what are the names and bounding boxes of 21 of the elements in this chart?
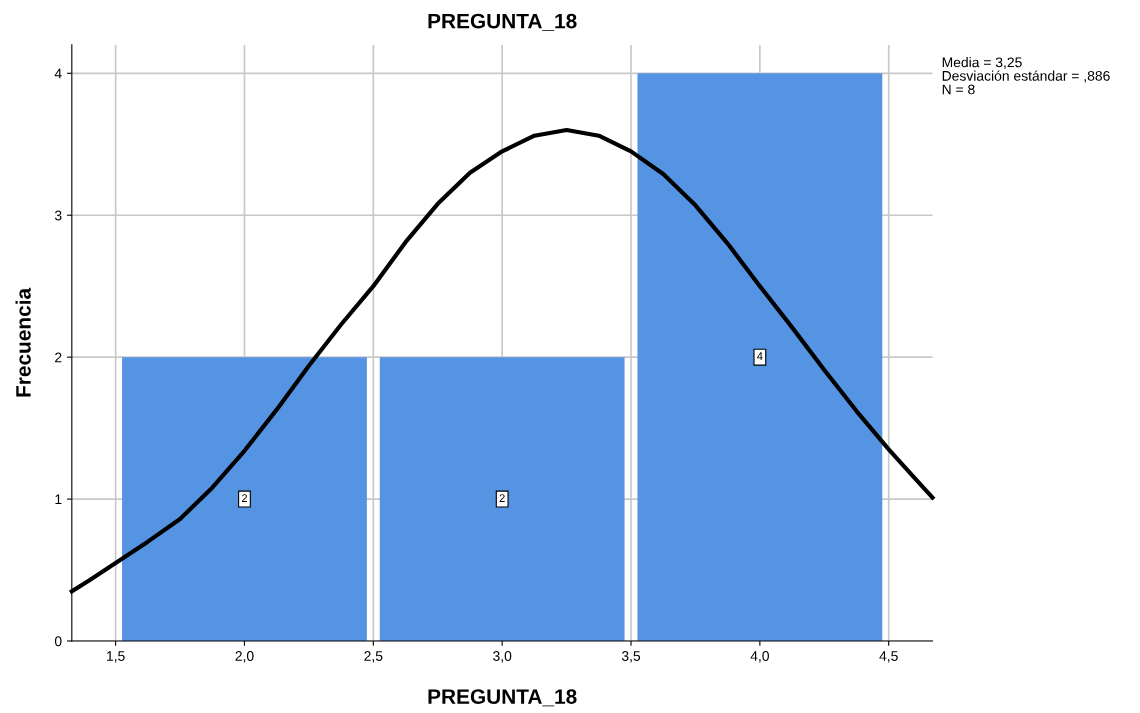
x-tick-label: 4,0 (750, 651, 769, 663)
x-tick-label: 1,5 (107, 651, 125, 663)
x-tick-label: 2,5 (364, 651, 383, 663)
data-label: 4 (757, 352, 763, 361)
y-tick-label: 4 (54, 68, 62, 79)
y-tick-label: 3 (54, 210, 62, 221)
data-label: 2 (499, 494, 505, 502)
x-tick-label: 3,0 (493, 651, 512, 663)
y-tick-label: 0 (54, 636, 62, 647)
text: Desviación estándar = ,886 (942, 70, 1110, 83)
y-axis-title: Frecuencia (15, 287, 31, 397)
y-tick-label: 1 (55, 494, 62, 505)
text: N = 8 (942, 84, 975, 95)
chart-title: PREGUNTA_18 (428, 13, 577, 31)
x-axis-title: PREGUNTA_18 (428, 689, 577, 707)
x-tick-label: 4,5 (879, 651, 898, 663)
x-tick-label: 3,5 (621, 651, 641, 663)
x-tick-label: 2,0 (235, 651, 254, 663)
text: Media = 3,25 (942, 57, 1022, 69)
y-tick-label: 2 (55, 352, 62, 363)
data-label: 2 (241, 494, 248, 502)
